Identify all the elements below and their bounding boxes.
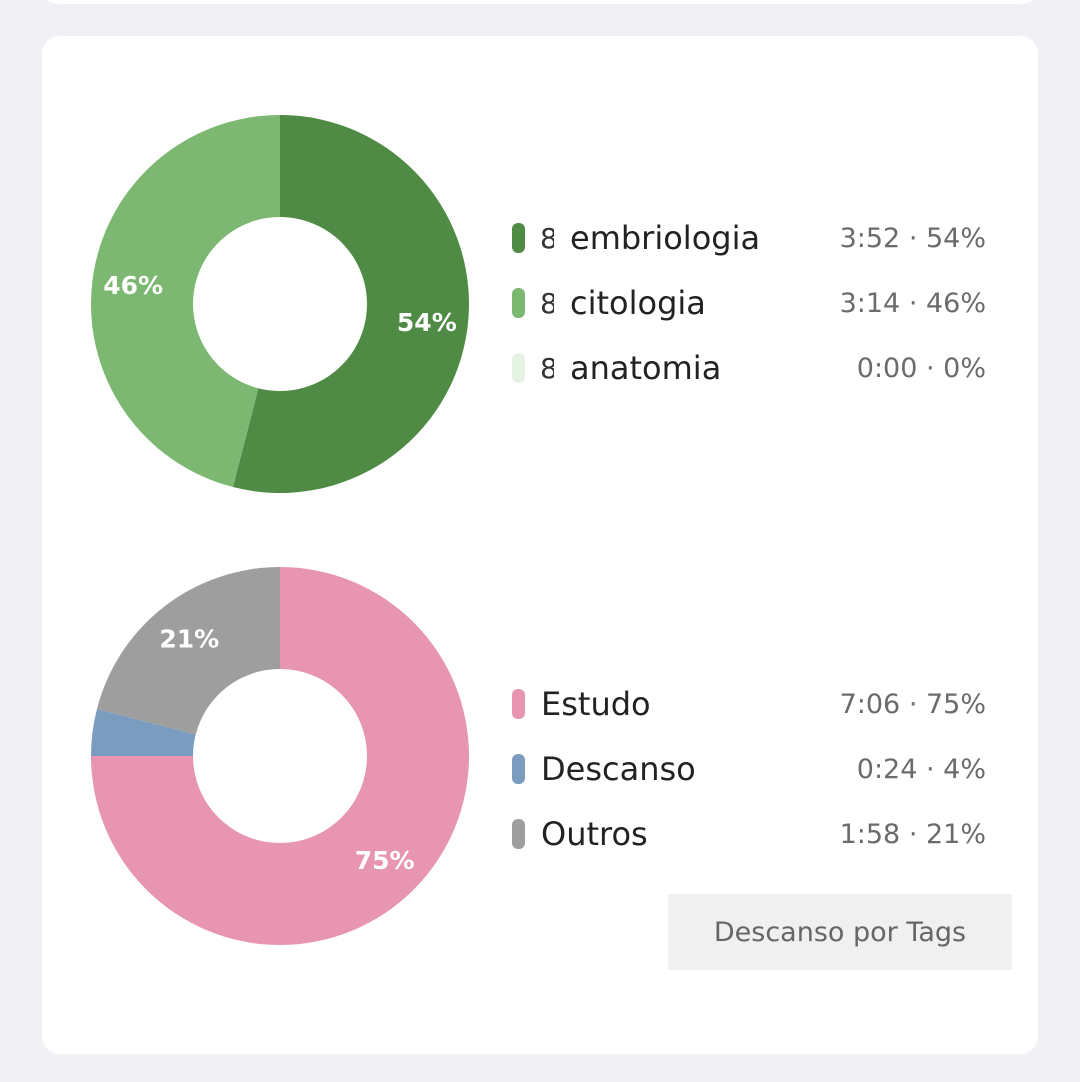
subjects-donut-chart: 54% 46% — [91, 115, 470, 493]
legend-label: anatomia — [570, 349, 722, 387]
previous-card — [42, 0, 1038, 4]
subjects-slice-citologia[interactable] — [91, 115, 280, 488]
legend-item-descanso[interactable]: Descanso 0:24 · 4% — [512, 749, 986, 789]
legend-value: 1:58 · 21% — [839, 818, 986, 850]
legend-item-citologia[interactable]: 8 citologia 3:14 · 46% — [512, 283, 986, 323]
legend-item-anatomia[interactable]: 8 anatomia 0:00 · 0% — [512, 348, 986, 388]
tags-slice-label: 21% — [159, 625, 219, 654]
legend-swatch — [512, 223, 525, 253]
subject-glyph: 8 — [540, 286, 554, 320]
legend-label: embriologia — [570, 219, 761, 257]
subject-glyph: 8 — [540, 351, 554, 385]
subjects-slice-embriologia[interactable] — [232, 115, 470, 493]
legend-value: 0:24 · 4% — [856, 753, 986, 785]
legend-item-estudo[interactable]: Estudo 7:06 · 75% — [512, 684, 986, 724]
tags-slice-label: 75% — [355, 846, 415, 875]
legend-swatch — [512, 819, 525, 849]
tags-donut-chart: 75% 21% — [91, 567, 469, 945]
tags-slice-descanso[interactable] — [91, 708, 196, 756]
legend-label: Descanso — [541, 750, 696, 788]
stats-card: 54% 46% 8 embriologia 3:52 · 54% 8 citolo… — [42, 36, 1038, 1054]
legend-value: 7:06 · 75% — [839, 688, 986, 720]
legend-swatch — [512, 754, 525, 784]
legend-swatch — [512, 689, 525, 719]
legend-value: 3:14 · 46% — [839, 287, 986, 319]
subject-glyph: 8 — [540, 221, 554, 255]
legend-value: 3:52 · 54% — [839, 222, 986, 254]
legend-label: Estudo — [541, 685, 651, 723]
subjects-slice-label: 46% — [103, 271, 163, 300]
tags-slice-estudo[interactable] — [91, 567, 469, 945]
legend-item-outros[interactable]: Outros 1:58 · 21% — [512, 814, 986, 854]
legend-value: 0:00 · 0% — [856, 352, 986, 384]
tags-slice-outros[interactable] — [96, 567, 281, 735]
subjects-slice-label: 54% — [397, 308, 457, 337]
descanso-por-tags-button[interactable]: Descanso por Tags — [668, 894, 1012, 970]
legend-swatch — [512, 288, 525, 318]
legend-swatch — [512, 353, 525, 383]
legend-item-embriologia[interactable]: 8 embriologia 3:52 · 54% — [512, 218, 986, 258]
legend-label: Outros — [541, 815, 648, 853]
legend-label: citologia — [570, 284, 706, 322]
